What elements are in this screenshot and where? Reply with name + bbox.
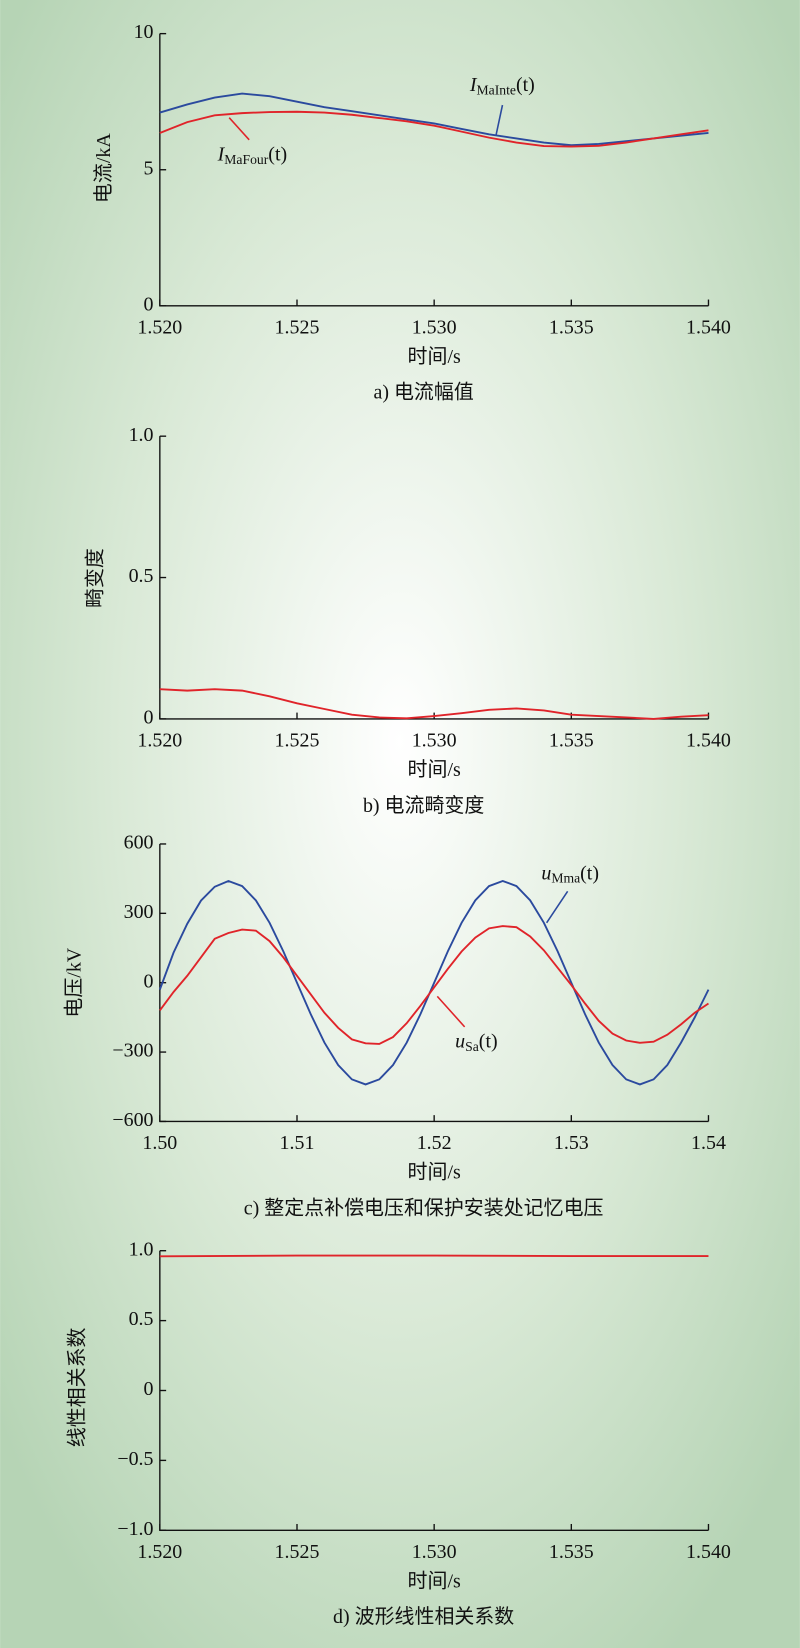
x-tick-label: 1.530 bbox=[412, 730, 457, 752]
y-tick-label: 0 bbox=[144, 293, 154, 315]
y-tick-label: 0.5 bbox=[129, 565, 154, 587]
leader-line bbox=[495, 104, 504, 135]
x-tick-label: 1.530 bbox=[412, 317, 457, 339]
caption: a) 电流幅值 bbox=[373, 381, 473, 404]
x-tick-label: 1.520 bbox=[137, 1541, 182, 1563]
y-tick-label: 1.0 bbox=[129, 424, 154, 446]
x-tick-label: 1.540 bbox=[686, 1541, 731, 1563]
label-sub: Sa bbox=[465, 1039, 479, 1054]
leader-line bbox=[545, 890, 569, 924]
label-sub: Mma bbox=[551, 871, 580, 886]
x-axis-label: 时间/s bbox=[408, 1569, 461, 1592]
x-axis-label: 时间/s bbox=[408, 345, 461, 368]
label-sub: MaInte bbox=[477, 83, 516, 98]
leader-line bbox=[436, 995, 466, 1028]
x-tick-label: 1.54 bbox=[691, 1132, 726, 1154]
y-axis-label: 电压/kV bbox=[62, 947, 85, 1017]
series-line bbox=[158, 879, 710, 1086]
y-tick-label: −600 bbox=[112, 1109, 153, 1131]
y-axis-label: 畸变度 bbox=[83, 548, 106, 608]
x-tick-label: 1.535 bbox=[549, 730, 594, 752]
label-main: u bbox=[541, 862, 551, 884]
x-tick-label: 1.525 bbox=[275, 730, 320, 752]
y-tick-label: 600 bbox=[124, 832, 154, 854]
y-axis-label: 电流/kA bbox=[92, 133, 115, 203]
leader-line bbox=[228, 117, 250, 141]
series-line bbox=[159, 92, 709, 147]
x-tick-label: 1.53 bbox=[554, 1132, 589, 1154]
x-tick-label: 1.530 bbox=[412, 1541, 457, 1563]
y-tick-label: 10 bbox=[134, 21, 154, 43]
y-tick-label: 5 bbox=[144, 157, 154, 179]
x-tick-label: 1.540 bbox=[686, 730, 731, 752]
x-tick-label: 1.520 bbox=[137, 730, 182, 752]
x-tick-label: 1.525 bbox=[275, 317, 320, 339]
y-tick-label: 300 bbox=[124, 901, 154, 923]
series-line bbox=[159, 110, 709, 148]
x-tick-label: 1.52 bbox=[417, 1132, 452, 1154]
x-tick-label: 1.525 bbox=[275, 1541, 320, 1563]
y-tick-label: −1.0 bbox=[117, 1518, 153, 1540]
y-tick-label: 0 bbox=[144, 706, 154, 728]
y-tick-label: 0 bbox=[144, 970, 154, 992]
y-tick-label: 0.5 bbox=[129, 1308, 154, 1330]
y-tick-label: 0 bbox=[144, 1378, 154, 1400]
x-axis-label: 时间/s bbox=[408, 758, 461, 781]
series-label: IMaFour(t) bbox=[217, 143, 288, 167]
label-arg: (t) bbox=[479, 1030, 498, 1052]
series-line bbox=[159, 925, 710, 1045]
label-sub: MaFour bbox=[224, 152, 268, 167]
subplot: 0 0.5 1.0 1.520 1.525 1.530 1.535 1.540 时间/s b) 电… bbox=[83, 424, 731, 817]
series-label: uSa(t) bbox=[455, 1030, 497, 1054]
subplot: −600 −300 0 300 600 1.50 1.51 1.52 1.53 1.54 时间/s c… bbox=[62, 832, 726, 1220]
caption: c) 整定点补偿电压和保护安装处记忆电压 bbox=[244, 1196, 604, 1219]
series-line bbox=[159, 1254, 709, 1258]
label-main: u bbox=[455, 1030, 465, 1052]
x-tick-label: 1.51 bbox=[280, 1132, 315, 1154]
subplot: 0 5 10 1.520 1.525 1.530 1.535 1.540 时间/s a) 电流幅值… bbox=[92, 21, 731, 403]
x-tick-label: 1.50 bbox=[142, 1132, 177, 1154]
x-tick-label: 1.520 bbox=[137, 317, 182, 339]
x-tick-label: 1.535 bbox=[549, 317, 594, 339]
x-axis-label: 时间/s bbox=[408, 1161, 461, 1184]
series-label: uMma(t) bbox=[541, 862, 599, 886]
series-label: IMaInte(t) bbox=[469, 74, 535, 98]
x-tick-label: 1.540 bbox=[686, 317, 731, 339]
label-main: I bbox=[469, 74, 478, 96]
label-arg: (t) bbox=[268, 143, 287, 165]
label-arg: (t) bbox=[516, 74, 535, 96]
label-main: I bbox=[217, 143, 226, 165]
x-tick-label: 1.535 bbox=[549, 1541, 594, 1563]
subplot: −1.0 −0.5 0 0.5 1.0 1.520 1.525 1.530 1.535 1.540… bbox=[65, 1238, 730, 1628]
series-line bbox=[159, 688, 709, 720]
label-arg: (t) bbox=[580, 862, 599, 884]
caption: d) 波形线性相关系数 bbox=[333, 1605, 514, 1628]
y-tick-label: 1.0 bbox=[129, 1238, 154, 1260]
y-tick-label: −300 bbox=[112, 1040, 153, 1062]
caption: b) 电流畸变度 bbox=[363, 794, 484, 817]
y-axis-label: 线性相关系数 bbox=[65, 1327, 88, 1447]
y-tick-label: −0.5 bbox=[117, 1448, 153, 1470]
